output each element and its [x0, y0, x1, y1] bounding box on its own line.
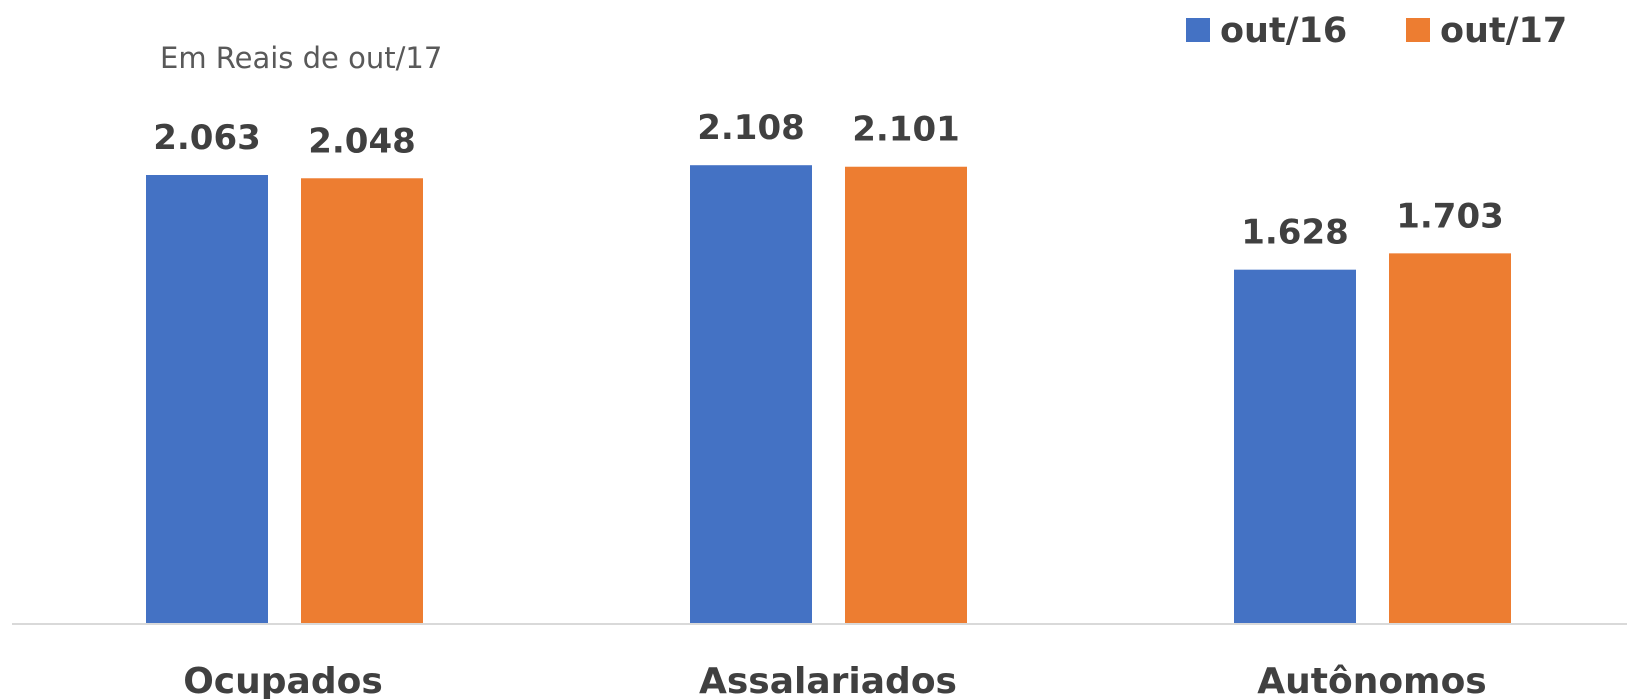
bar-autonomos-out16	[1234, 269, 1356, 624]
category-label: Assalariados	[699, 661, 957, 699]
bar-ocupados-out17	[301, 178, 423, 625]
data-label: 2.101	[852, 110, 960, 150]
data-label: 2.048	[308, 121, 416, 161]
category-label-group: Ocupados Assalariados Autônomos	[183, 661, 1487, 699]
data-label-group: 2.063 2.048 2.108 2.101 1.628 1.703	[153, 108, 1504, 252]
data-label: 1.703	[1396, 196, 1504, 236]
bar-group	[146, 165, 1511, 625]
legend-swatch-out16	[1186, 18, 1210, 42]
category-label: Ocupados	[183, 661, 383, 699]
legend-label-out17: out/17	[1440, 11, 1567, 51]
bar-ocupados-out16	[146, 175, 268, 624]
data-label: 1.628	[1241, 213, 1349, 253]
bar-assalariados-out17	[845, 166, 967, 624]
data-label: 2.063	[153, 118, 261, 158]
unit-label: Em Reais de out/17	[160, 41, 442, 75]
bar-assalariados-out16	[690, 165, 812, 625]
bar-autonomos-out17	[1389, 253, 1511, 624]
legend-swatch-out17	[1406, 18, 1430, 42]
legend-label-out16: out/16	[1220, 11, 1347, 51]
data-label: 2.108	[697, 108, 805, 148]
category-label: Autônomos	[1257, 661, 1486, 699]
legend: out/16 out/17	[1186, 11, 1567, 51]
